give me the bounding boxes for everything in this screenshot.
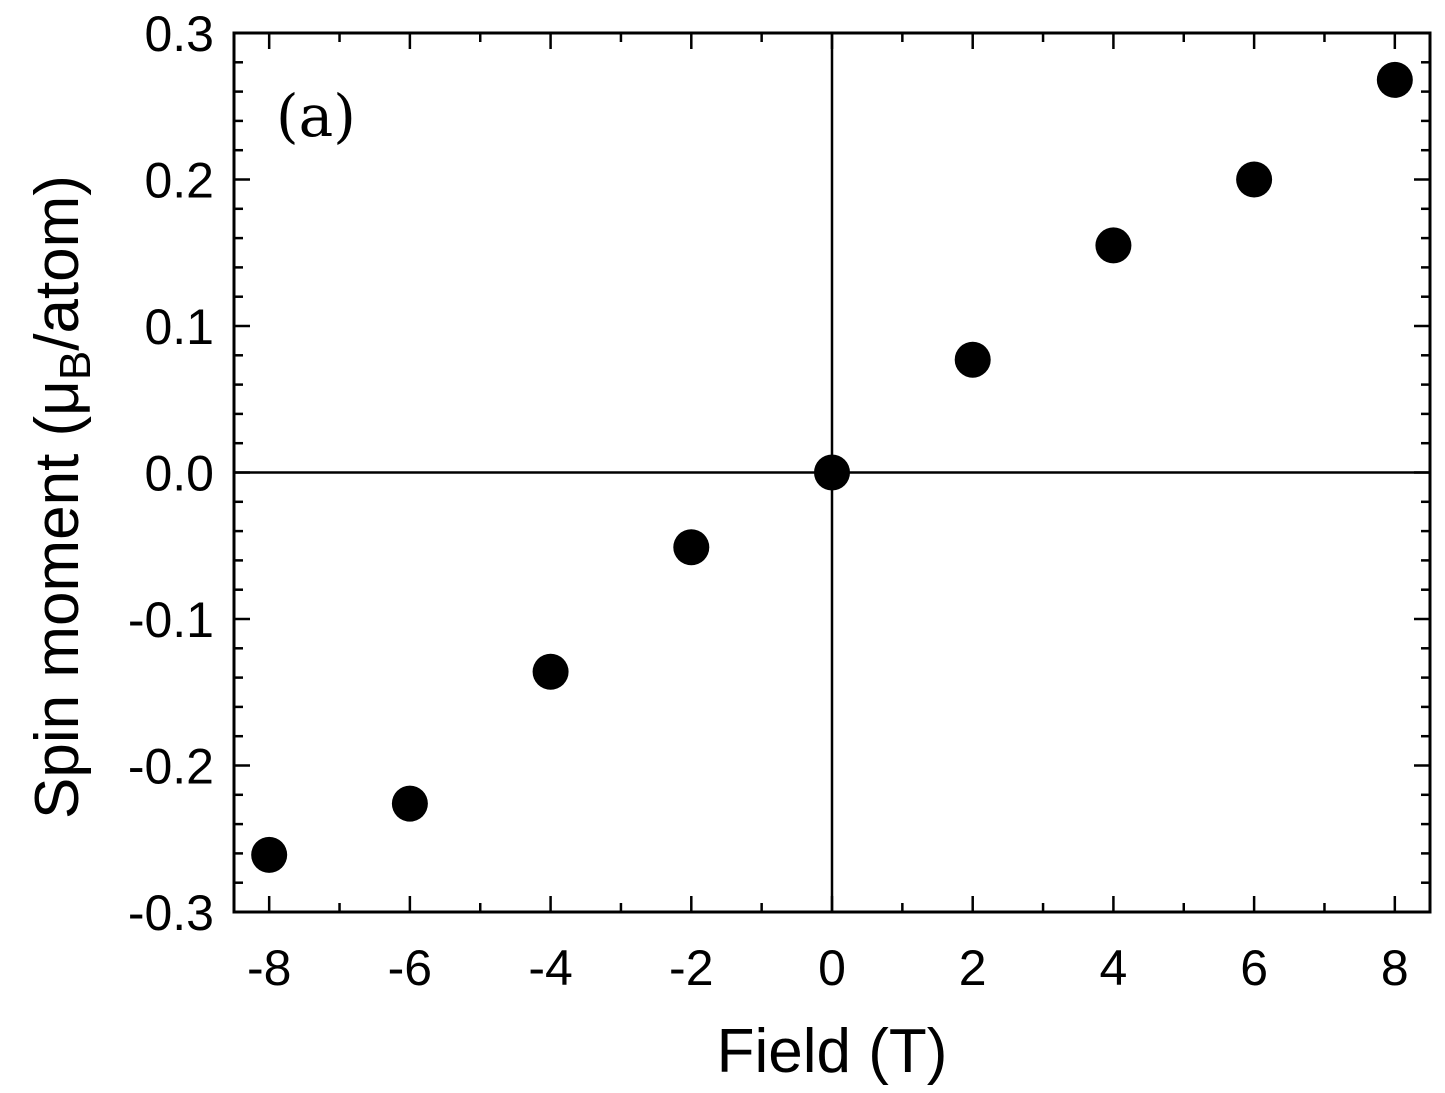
y-tick-label: 0.3 xyxy=(144,6,214,62)
x-tick-label: -4 xyxy=(528,940,572,996)
y-tick-label: 0.1 xyxy=(144,299,214,355)
y-axis-title: Spin moment (μB/atom) xyxy=(23,175,100,819)
data-point xyxy=(1095,227,1132,264)
data-point xyxy=(391,785,428,822)
data-point xyxy=(673,529,710,566)
y-axis-title-tail: /atom) xyxy=(23,175,92,351)
data-point xyxy=(954,341,991,378)
x-tick-label: 8 xyxy=(1381,940,1409,996)
x-tick-label: -8 xyxy=(247,940,291,996)
x-axis-title: Field (T) xyxy=(717,1017,948,1086)
data-point xyxy=(1376,61,1413,98)
x-tick-label: 2 xyxy=(959,940,987,996)
y-axis-title-subscript: B xyxy=(51,351,100,380)
data-point xyxy=(251,836,288,873)
y-axis-title-main: Spin moment (μ xyxy=(23,380,92,819)
x-tick-label: 6 xyxy=(1240,940,1268,996)
x-tick-labels: -8 -6 -4 -2 0 2 4 6 8 xyxy=(247,940,1409,996)
data-points xyxy=(251,61,1413,873)
x-tick-label: 0 xyxy=(818,940,846,996)
data-point xyxy=(814,454,850,491)
y-tick-label: -0.2 xyxy=(128,739,214,795)
y-tick-label: 0.0 xyxy=(144,446,214,502)
x-tick-label: 4 xyxy=(1100,940,1128,996)
y-tick-label: -0.3 xyxy=(128,885,214,941)
y-tick-label: -0.1 xyxy=(128,592,214,648)
x-tick-label: -2 xyxy=(669,940,713,996)
y-tick-labels: -0.3 -0.2 -0.1 0.0 0.1 0.2 0.3 xyxy=(128,6,214,941)
y-tick-label: 0.2 xyxy=(144,153,214,209)
x-tick-label: -6 xyxy=(388,940,432,996)
panel-label: (a) xyxy=(276,82,356,150)
data-point xyxy=(1236,161,1273,198)
data-point xyxy=(532,653,569,690)
